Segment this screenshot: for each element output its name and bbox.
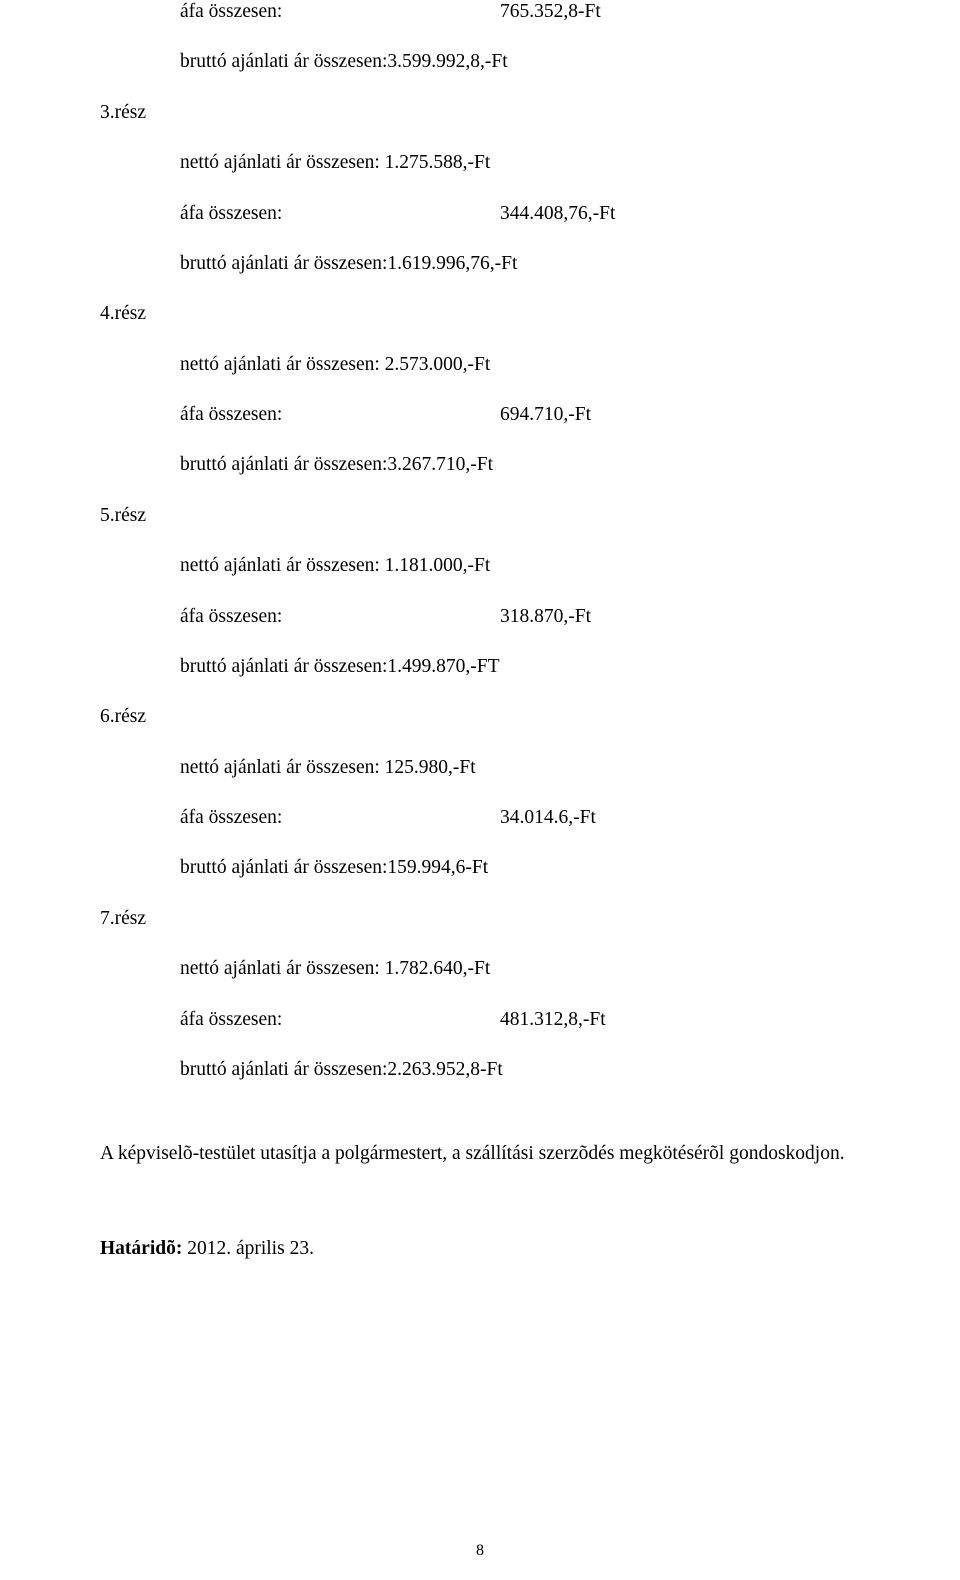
afa-value: 694.710,-Ft: [500, 403, 591, 427]
afa-value: 765.352,8-Ft: [500, 0, 601, 24]
footer-paragraph: A képviselõ-testület utasítja a polgárme…: [100, 1142, 860, 1166]
brutto-row: bruttó ajánlati ár összesen:2.263.952,8-…: [100, 1058, 860, 1082]
section-title: 4.rész: [100, 302, 860, 326]
deadline-label: Határidõ:: [100, 1238, 182, 1259]
brutto-text: bruttó ajánlati ár összesen:3.267.710,-F…: [180, 453, 493, 477]
netto-text: nettó ajánlati ár összesen: 1.275.588,-F…: [180, 151, 490, 175]
afa-row: áfa összesen: 694.710,-Ft: [100, 403, 860, 427]
section-title: 6.rész: [100, 705, 860, 729]
netto-text: nettó ajánlati ár összesen: 1.181.000,-F…: [180, 554, 490, 578]
document-content: áfa összesen: 765.352,8-Ft bruttó ajánla…: [0, 0, 960, 1261]
brutto-row: bruttó ajánlati ár összesen:3.267.710,-F…: [100, 453, 860, 477]
netto-text: nettó ajánlati ár összesen: 2.573.000,-F…: [180, 353, 490, 377]
afa-value: 344.408,76,-Ft: [500, 202, 615, 226]
afa-value: 481.312,8,-Ft: [500, 1008, 606, 1032]
netto-text: nettó ajánlati ár összesen: 1.782.640,-F…: [180, 957, 490, 981]
document-page: áfa összesen: 765.352,8-Ft bruttó ajánla…: [0, 0, 960, 1580]
section-title: 5.rész: [100, 504, 860, 528]
brutto-row: bruttó ajánlati ár összesen:1.619.996,76…: [100, 252, 860, 276]
deadline-line: Határidõ: 2012. április 23.: [100, 1237, 860, 1261]
page-number: 8: [0, 1542, 960, 1560]
afa-label: áfa összesen:: [180, 403, 500, 427]
afa-value: 34.014.6,-Ft: [500, 806, 596, 830]
afa-label: áfa összesen:: [180, 1008, 500, 1032]
netto-row: nettó ajánlati ár összesen: 1.181.000,-F…: [100, 554, 860, 578]
afa-value: 318.870,-Ft: [500, 605, 591, 629]
intro-afa-row: áfa összesen: 765.352,8-Ft: [100, 0, 860, 24]
afa-row: áfa összesen: 481.312,8,-Ft: [100, 1008, 860, 1032]
brutto-text: bruttó ajánlati ár összesen:3.599.992,8,…: [180, 50, 508, 74]
netto-row: nettó ajánlati ár összesen: 125.980,-Ft: [100, 756, 860, 780]
afa-label: áfa összesen:: [180, 605, 500, 629]
afa-label: áfa összesen:: [180, 0, 500, 24]
netto-row: nettó ajánlati ár összesen: 1.275.588,-F…: [100, 151, 860, 175]
netto-row: nettó ajánlati ár összesen: 1.782.640,-F…: [100, 957, 860, 981]
intro-brutto-row: bruttó ajánlati ár összesen:3.599.992,8,…: [100, 50, 860, 74]
netto-text: nettó ajánlati ár összesen: 125.980,-Ft: [180, 756, 476, 780]
brutto-row: bruttó ajánlati ár összesen:159.994,6-Ft: [100, 856, 860, 880]
afa-row: áfa összesen: 344.408,76,-Ft: [100, 202, 860, 226]
afa-label: áfa összesen:: [180, 202, 500, 226]
brutto-text: bruttó ajánlati ár összesen:1.499.870,-F…: [180, 655, 500, 679]
afa-row: áfa összesen: 318.870,-Ft: [100, 605, 860, 629]
afa-label: áfa összesen:: [180, 806, 500, 830]
deadline-value: 2012. április 23.: [182, 1238, 314, 1259]
brutto-text: bruttó ajánlati ár összesen:2.263.952,8-…: [180, 1058, 503, 1082]
netto-row: nettó ajánlati ár összesen: 2.573.000,-F…: [100, 353, 860, 377]
section-title: 3.rész: [100, 101, 860, 125]
brutto-text: bruttó ajánlati ár összesen:159.994,6-Ft: [180, 856, 488, 880]
brutto-text: bruttó ajánlati ár összesen:1.619.996,76…: [180, 252, 517, 276]
section-title: 7.rész: [100, 907, 860, 931]
afa-row: áfa összesen: 34.014.6,-Ft: [100, 806, 860, 830]
brutto-row: bruttó ajánlati ár összesen:1.499.870,-F…: [100, 655, 860, 679]
